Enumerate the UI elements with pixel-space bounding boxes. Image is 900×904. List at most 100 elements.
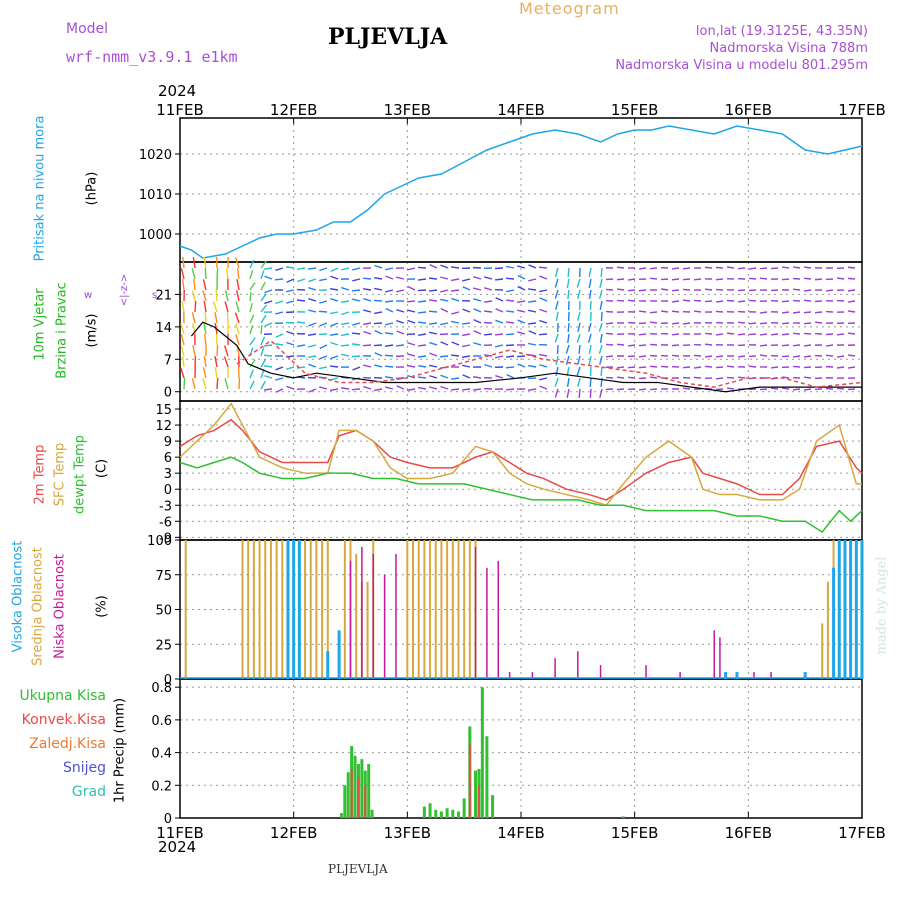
wind-arrow — [661, 366, 668, 367]
wind-arrow — [451, 355, 459, 356]
wind-arrow — [182, 301, 184, 312]
wind-arrow — [286, 290, 294, 292]
wind-arrow — [261, 347, 264, 356]
wind-arrow — [440, 299, 448, 301]
wind-arrow — [539, 334, 547, 335]
wind-arrow — [203, 279, 206, 290]
wind-arrow — [227, 312, 228, 323]
x-tick-label-top: 17FEB — [838, 101, 885, 119]
wind-arrow — [495, 268, 503, 269]
temp-axis-title-dewpt: dewpt Temp — [74, 365, 87, 585]
y-tick-label: 0.2 — [151, 779, 172, 794]
wind-arrow — [815, 279, 822, 280]
wind-arrow — [319, 301, 327, 303]
wind-arrow — [628, 279, 635, 280]
wind-arrow — [440, 290, 448, 292]
wind-arrow — [429, 387, 437, 389]
wind-arrow — [308, 299, 316, 301]
wind-arrow — [363, 299, 371, 301]
wind-arrow — [782, 388, 789, 389]
wind-arrow — [308, 364, 316, 367]
y-tick-label: 12 — [155, 419, 172, 434]
wind-arrow — [804, 323, 811, 324]
wind-arrow — [374, 323, 382, 324]
wind-arrow — [396, 310, 404, 312]
wind-arrow — [539, 290, 547, 292]
wind-arrow — [363, 278, 371, 279]
wind-arrow — [716, 334, 723, 335]
wind-arrow — [407, 320, 415, 323]
wind-arrow — [815, 312, 822, 313]
wind-arrow — [601, 367, 602, 376]
wind-arrow — [496, 309, 503, 312]
wind-arrow — [192, 378, 195, 389]
wind-arrow — [451, 290, 459, 291]
y-tick-label: 14 — [155, 321, 172, 336]
wind-arrow — [215, 356, 217, 367]
total-precip-bar — [463, 798, 466, 818]
wind-arrow — [738, 322, 745, 323]
wind-arrow — [374, 278, 382, 279]
wind-arrow — [181, 268, 184, 279]
wind-arrow — [617, 300, 624, 301]
wind-arrow — [793, 312, 800, 313]
wind-arrow — [297, 300, 305, 301]
wind-arrow — [250, 325, 253, 334]
wind-arrow — [760, 389, 767, 390]
y-tick-label: 100 — [147, 534, 172, 549]
wind-arrow — [320, 323, 327, 326]
wind-arrow — [250, 270, 253, 279]
wind-arrow — [639, 290, 646, 291]
wind-arrow — [352, 389, 360, 390]
temp-sfc-line — [180, 404, 862, 506]
wind-arrow — [683, 279, 690, 280]
wind-arrow — [506, 278, 514, 279]
wind-arrow — [205, 334, 206, 345]
wind-arrow — [250, 370, 253, 378]
x-tick-label-top: 11FEB — [156, 101, 203, 119]
y-tick-label: 1000 — [139, 228, 172, 243]
wind-arrow — [276, 367, 283, 370]
wind-arrow — [474, 320, 481, 323]
wind-arrow — [261, 325, 262, 334]
wind-arrow — [385, 366, 393, 367]
wind-arrow — [495, 334, 503, 335]
x-tick-label-top: 12FEB — [270, 101, 317, 119]
wind-arrow — [484, 277, 492, 279]
wind-arrow — [462, 389, 470, 390]
wind-arrow — [555, 389, 558, 398]
wind-arrow — [396, 321, 404, 323]
wind-arrow — [540, 276, 547, 279]
y-tick-label: 0.6 — [151, 714, 172, 729]
wind-arrow — [265, 323, 272, 326]
wind-arrow — [275, 301, 283, 303]
wind-arrow — [216, 290, 217, 301]
total-precip-bar — [440, 811, 443, 818]
wind-arrow — [374, 266, 382, 268]
wind-arrow — [286, 267, 294, 268]
panel-frame — [180, 401, 862, 540]
wind-arrow — [705, 289, 712, 290]
total-precip-bar — [446, 808, 449, 818]
wind-arrow — [352, 290, 360, 291]
conv-precip-bar — [351, 769, 353, 818]
wind-arrow — [276, 389, 283, 392]
wind-arrow — [418, 356, 426, 357]
wind-arrow — [386, 308, 393, 312]
x-tick-label-top: 16FEB — [725, 101, 772, 119]
x-tick-label-bottom: 14FEB — [497, 824, 544, 842]
wind-arrow — [352, 333, 360, 334]
wind-arrow — [506, 290, 514, 292]
wind-arrow — [330, 389, 338, 390]
wind-arrow — [804, 367, 811, 368]
wind-arrow — [352, 268, 360, 270]
wind-arrow — [236, 334, 239, 345]
wind-arrow — [385, 290, 393, 292]
wind-arrow — [528, 279, 536, 281]
wind-arrow — [374, 312, 382, 313]
wind-arrow — [589, 279, 591, 288]
wind-arrow — [694, 311, 701, 312]
wind-arrow — [215, 312, 217, 323]
wind-arrow — [297, 322, 305, 323]
wind-arrow — [462, 356, 470, 357]
